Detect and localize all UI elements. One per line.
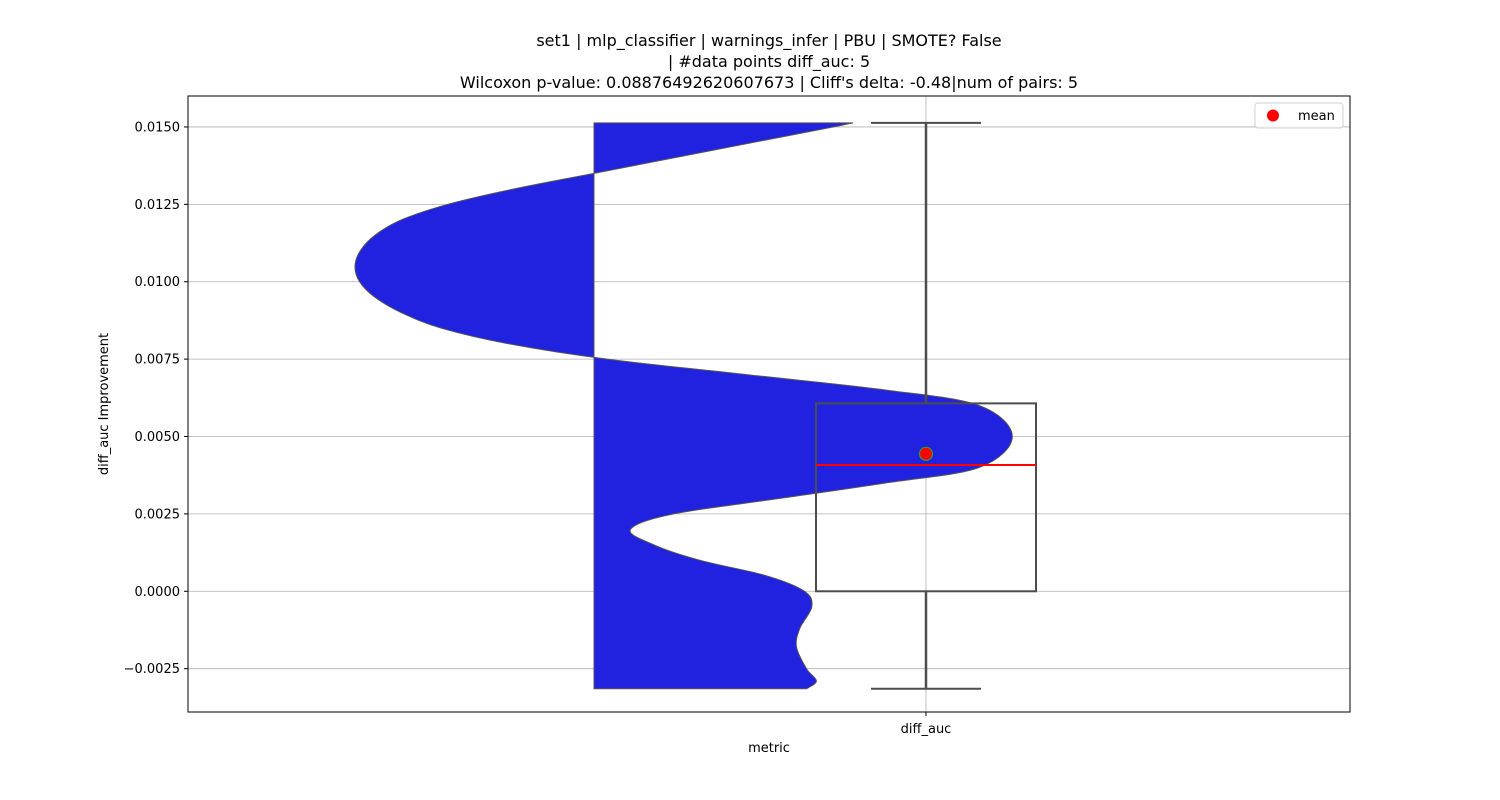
mean-marker [918,446,934,461]
box-plot [815,121,1037,690]
y-tick-label: 0.0100 [135,275,181,290]
title-line-3: Wilcoxon p-value: 0.08876492620607673 | … [460,73,1078,92]
y-tick-label: 0.0075 [135,353,181,368]
violin-group [354,122,1013,690]
title-line-1: set1 | mlp_classifier | warnings_infer |… [536,31,1001,51]
legend: mean [1254,102,1344,129]
y-axis-label: diff_auc Improvement [97,333,112,475]
box-iqr [815,402,1037,593]
title-line-2: | #data points diff_auc: 5 [668,52,870,72]
y-tick-label: 0.0050 [135,430,181,445]
x-axis-label: metric [748,741,790,756]
x-ticks: diff_auc [901,712,952,737]
plot-frame [187,95,1351,713]
y-tick-label: 0.0000 [135,585,181,600]
chart-title: set1 | mlp_classifier | warnings_infer |… [460,31,1078,92]
legend-box [1254,102,1344,129]
y-tick-label: 0.0150 [135,120,181,135]
legend-label-mean: mean [1298,109,1335,124]
y-tick-label: −0.0025 [124,662,180,677]
y-tick-label: 0.0025 [135,507,181,522]
y-tick-label: 0.0125 [135,198,181,213]
violin-body [354,122,1013,690]
legend-mean-marker [1267,109,1279,122]
y-ticks: −0.0025 0.0000 0.0025 0.0050 0.0075 0.0100 0.0… [124,120,188,677]
x-tick-label: diff_auc [901,722,952,737]
